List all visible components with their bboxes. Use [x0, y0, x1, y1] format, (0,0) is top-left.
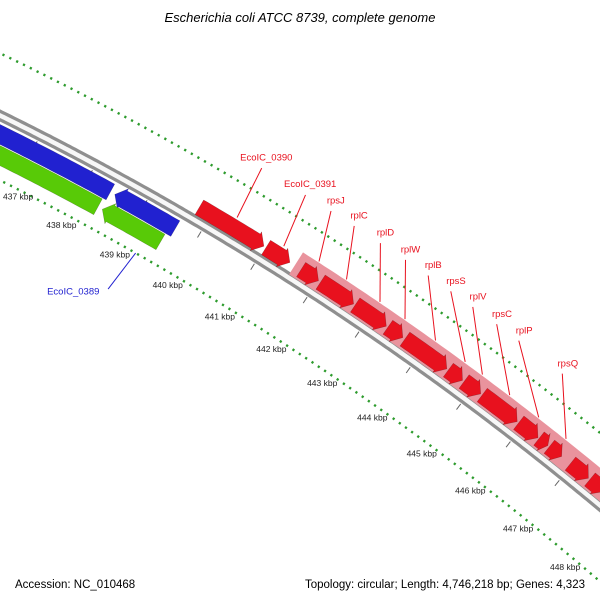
tick-label: 441 kbp — [205, 312, 236, 322]
tick-mark — [554, 479, 560, 487]
gene-label[interactable]: rplV — [470, 292, 488, 303]
gene-arrow-rpss[interactable] — [442, 362, 463, 385]
label-leader — [561, 373, 567, 439]
gene-label[interactable]: rpsQ — [558, 359, 579, 370]
label-leader — [450, 291, 466, 362]
gene-label[interactable]: rplB — [425, 260, 442, 271]
genome-summary-text: Topology: circular; Length: 4,746,218 bp… — [304, 579, 585, 591]
gene-label[interactable]: rplC — [350, 210, 368, 221]
gene-label[interactable]: EcoIC_0391 — [284, 179, 336, 190]
label-leader — [318, 210, 332, 262]
gene-arrow-rplv[interactable] — [458, 374, 481, 398]
label-leader — [472, 306, 483, 375]
gene-arrow-cds[interactable] — [0, 103, 103, 216]
label-leader — [107, 252, 136, 290]
gene-arrow-cds[interactable] — [584, 472, 600, 495]
map-title: Escherichia coli ATCC 8739, complete gen… — [164, 10, 436, 25]
label-leader — [427, 275, 436, 341]
gene-label[interactable]: rplP — [516, 325, 533, 336]
gene-arrow-cds[interactable] — [533, 431, 551, 451]
tick-label: 442 kbp — [256, 344, 287, 354]
gene-arrow-cds[interactable] — [0, 86, 116, 201]
dotted-ring-outer — [0, 51, 600, 435]
gene-arrow-rpsj[interactable] — [296, 262, 319, 286]
tick-label: 443 kbp — [307, 378, 338, 388]
tick-label: 439 kbp — [100, 249, 131, 259]
tick-mark — [405, 367, 411, 374]
gene-label[interactable]: rpsS — [446, 276, 466, 287]
gene-arrow-rplc[interactable] — [315, 274, 354, 309]
tick-label: 444 kbp — [357, 413, 388, 423]
tick-mark — [197, 231, 202, 238]
gene-arrow-ecoic_0389[interactable] — [114, 188, 181, 237]
label-leader — [236, 167, 263, 218]
gene-arrow-cds[interactable] — [564, 456, 589, 482]
gene-arrow-rpld[interactable] — [350, 297, 387, 331]
gene-arrow-ecoic_0391[interactable] — [261, 239, 291, 268]
gene-label[interactable]: rpsC — [492, 309, 512, 320]
label-leader — [404, 259, 406, 320]
gene-arrow-rplp[interactable] — [513, 415, 539, 442]
tick-label: 448 kbp — [550, 562, 581, 572]
gene-arrow-ecoic_0390[interactable] — [194, 199, 265, 252]
gene-label[interactable]: rplW — [401, 245, 421, 256]
gene-label[interactable]: rpsJ — [327, 195, 345, 206]
tick-label: 438 kbp — [46, 220, 77, 230]
tick-mark — [456, 403, 462, 410]
accession-text: Accession: NC_010468 — [15, 579, 136, 591]
gene-arrow-rplw[interactable] — [382, 319, 404, 342]
gene-label[interactable]: rplD — [377, 228, 395, 239]
tick-label: 447 kbp — [503, 523, 534, 533]
label-leader — [283, 194, 306, 247]
tick-mark — [505, 441, 511, 448]
tick-mark — [250, 263, 255, 271]
gene-label[interactable]: EcoIC_0389 — [47, 287, 99, 298]
tick-label: 437 kbp — [3, 192, 34, 202]
backbone — [0, 109, 600, 513]
tick-label: 440 kbp — [153, 280, 184, 290]
gene-arrow-ecoic_0389[interactable] — [102, 203, 166, 251]
tick-mark — [302, 296, 308, 304]
gene-arrow-rplb[interactable] — [399, 331, 448, 373]
tick-label: 445 kbp — [407, 449, 438, 459]
tick-mark — [354, 331, 360, 338]
tick-label: 446 kbp — [455, 485, 486, 495]
status-bar: Accession: NC_010468 Topology: circular;… — [0, 579, 600, 591]
dotted-ring-inner — [0, 178, 600, 584]
label-leader — [496, 324, 511, 396]
label-leader — [346, 225, 355, 280]
gene-arrow-rpsc[interactable] — [476, 387, 518, 425]
backbone-core — [0, 112, 600, 509]
label-leader — [518, 340, 540, 418]
gene-arrow-rpsq[interactable] — [543, 439, 563, 461]
gene-label[interactable]: EcoIC_0390 — [240, 152, 292, 163]
